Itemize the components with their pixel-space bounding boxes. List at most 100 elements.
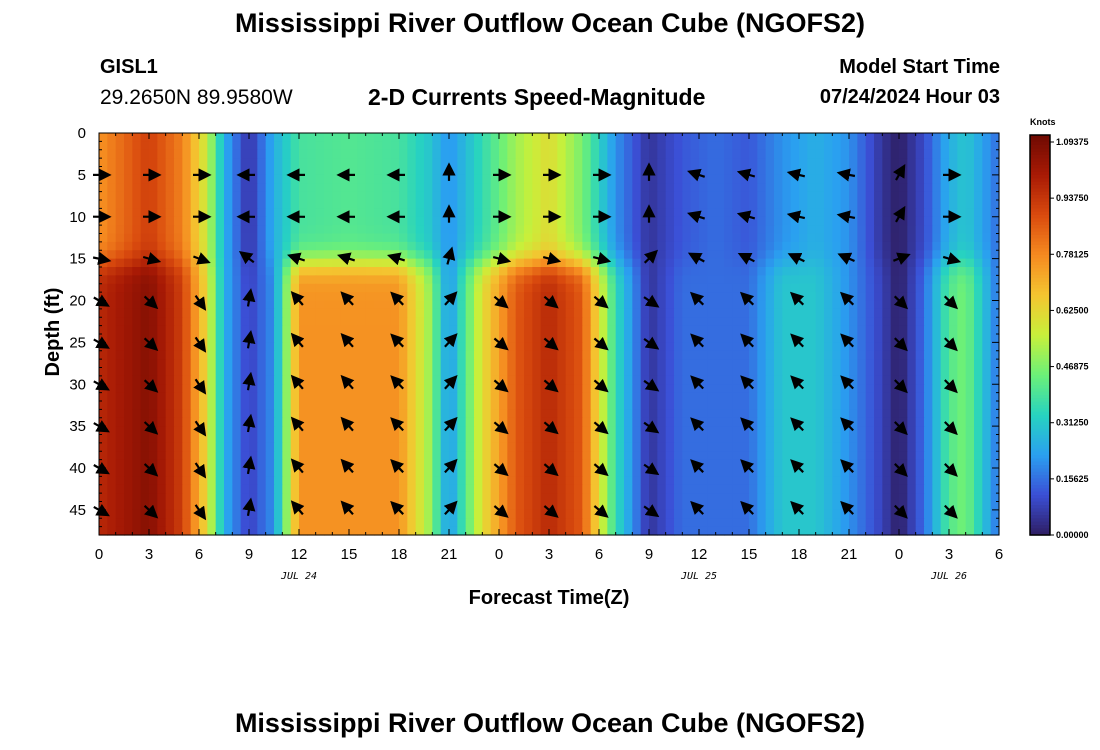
heatmap-cell bbox=[182, 509, 192, 519]
heatmap-cell bbox=[807, 258, 817, 268]
heatmap-cell bbox=[924, 350, 933, 360]
heatmap-cell bbox=[907, 225, 917, 235]
heatmap-cell bbox=[440, 191, 450, 201]
heatmap-cell bbox=[540, 384, 550, 394]
heatmap-cell bbox=[290, 158, 300, 168]
heatmap-cell bbox=[549, 225, 558, 235]
heatmap-cell bbox=[115, 392, 125, 402]
heatmap-cell bbox=[974, 426, 983, 436]
heatmap-cell bbox=[232, 166, 242, 176]
heatmap-cell bbox=[740, 275, 750, 285]
heatmap-cell bbox=[682, 166, 692, 176]
heatmap-cell bbox=[265, 359, 275, 369]
heatmap-cell bbox=[724, 325, 733, 335]
heatmap-cell bbox=[815, 300, 825, 310]
heatmap-cell bbox=[465, 208, 475, 218]
heatmap-cell bbox=[432, 275, 442, 285]
heatmap-cell bbox=[907, 250, 917, 260]
heatmap-cell bbox=[907, 174, 917, 184]
heatmap-cell bbox=[582, 216, 592, 226]
heatmap-cell bbox=[532, 426, 542, 436]
heatmap-cell bbox=[790, 509, 800, 519]
heatmap-cell bbox=[499, 308, 508, 318]
heatmap-cell bbox=[865, 501, 875, 511]
heatmap-cell bbox=[774, 392, 783, 402]
heatmap-cell bbox=[982, 208, 992, 218]
heatmap-cell bbox=[407, 283, 417, 293]
heatmap-cell bbox=[132, 208, 142, 218]
heatmap-cell bbox=[557, 233, 567, 243]
heatmap-cell bbox=[249, 208, 258, 218]
heatmap-cell bbox=[307, 359, 317, 369]
heatmap-cell bbox=[824, 476, 833, 486]
heatmap-cell bbox=[257, 258, 267, 268]
heatmap-cell bbox=[799, 409, 808, 419]
heatmap-cell bbox=[699, 174, 708, 184]
heatmap-cell bbox=[615, 258, 625, 268]
heatmap-cell bbox=[199, 409, 208, 419]
heatmap-cell bbox=[415, 308, 425, 318]
heatmap-cell bbox=[524, 133, 533, 142]
heatmap-cell bbox=[657, 468, 667, 477]
heatmap-cell bbox=[390, 158, 400, 168]
heatmap-cell bbox=[882, 208, 892, 218]
heatmap-cell bbox=[457, 459, 467, 469]
heatmap-cell bbox=[332, 359, 342, 369]
heatmap-cell bbox=[699, 208, 708, 218]
heatmap-cell bbox=[707, 166, 717, 176]
heatmap-cell bbox=[332, 317, 342, 327]
heatmap-cell bbox=[524, 250, 533, 260]
heatmap-cell bbox=[657, 442, 667, 452]
heatmap-cell bbox=[799, 208, 808, 218]
heatmap-cell bbox=[857, 409, 867, 419]
heatmap-cell bbox=[390, 141, 400, 151]
heatmap-cell bbox=[932, 308, 942, 318]
heatmap-cell bbox=[957, 501, 967, 511]
heatmap-cell bbox=[615, 459, 625, 469]
heatmap-cell bbox=[415, 141, 425, 151]
heatmap-cell bbox=[282, 241, 292, 251]
heatmap-cell bbox=[474, 384, 483, 394]
heatmap-cell bbox=[690, 233, 700, 243]
heatmap-cell bbox=[115, 417, 125, 427]
heatmap-cell bbox=[440, 392, 450, 402]
heatmap-cell bbox=[282, 267, 292, 276]
heatmap-cell bbox=[524, 275, 533, 285]
heatmap-cell bbox=[632, 401, 642, 410]
heatmap-cell bbox=[249, 158, 258, 168]
heatmap-cell bbox=[140, 451, 150, 461]
heatmap-cell bbox=[615, 325, 625, 335]
heatmap-cell bbox=[940, 509, 950, 519]
heatmap-cell bbox=[357, 300, 367, 310]
heatmap-cell bbox=[240, 401, 250, 410]
heatmap-cell bbox=[124, 334, 133, 343]
heatmap-cell bbox=[182, 451, 192, 461]
heatmap-cell bbox=[257, 183, 267, 193]
heatmap-cell bbox=[290, 258, 300, 268]
heatmap-cell bbox=[107, 476, 117, 486]
heatmap-cell bbox=[357, 509, 367, 519]
heatmap-cell bbox=[265, 426, 275, 436]
heatmap-cell bbox=[299, 334, 308, 343]
heatmap-cell bbox=[799, 359, 808, 369]
heatmap-cell bbox=[982, 484, 992, 494]
heatmap-cell bbox=[957, 359, 967, 369]
heatmap-cell bbox=[349, 275, 358, 285]
heatmap-cell bbox=[690, 300, 700, 310]
heatmap-cell bbox=[849, 434, 858, 444]
heatmap-cell bbox=[740, 367, 750, 377]
heatmap-cell bbox=[382, 166, 392, 176]
heatmap-cell bbox=[224, 166, 233, 176]
heatmap-cell bbox=[865, 359, 875, 369]
heatmap-cell bbox=[399, 208, 408, 218]
heatmap-cell bbox=[599, 442, 608, 452]
heatmap-cell bbox=[524, 216, 533, 226]
heatmap-cell bbox=[774, 350, 783, 360]
heatmap-cell bbox=[315, 233, 325, 243]
heatmap-cell bbox=[707, 434, 717, 444]
heatmap-cell bbox=[715, 174, 725, 184]
heatmap-cell bbox=[932, 317, 942, 327]
heatmap-cell bbox=[365, 367, 375, 377]
heatmap-cell bbox=[749, 493, 758, 503]
heatmap-cell bbox=[215, 283, 225, 293]
